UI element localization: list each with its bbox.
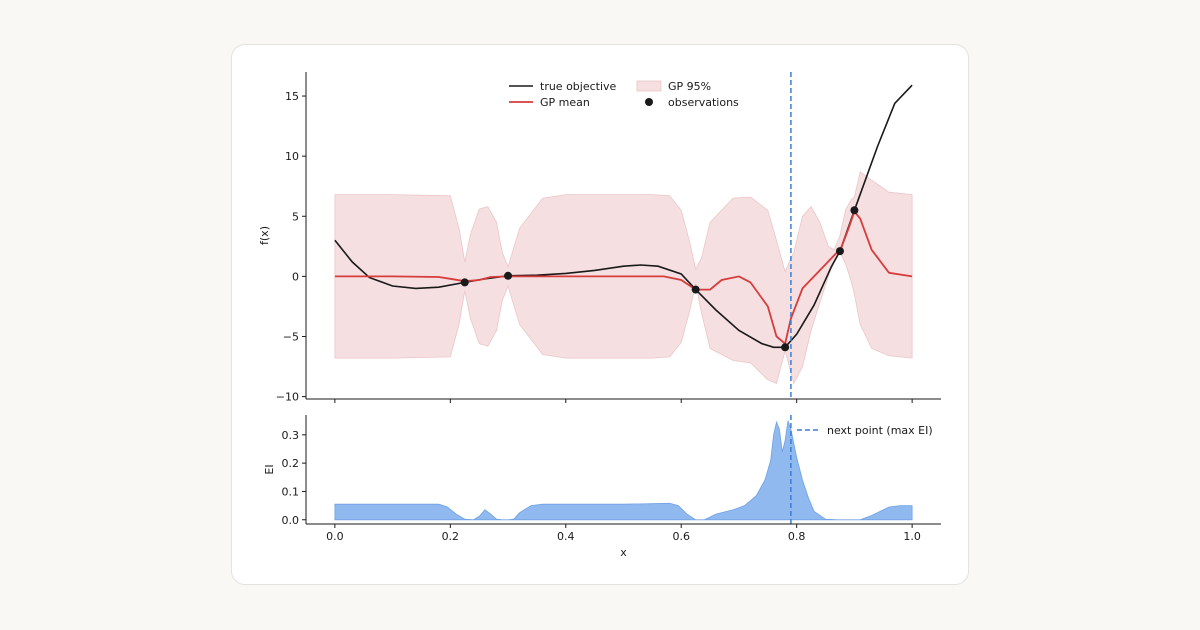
objective-y-ticks: −10 −5 0 5 10 15	[276, 90, 306, 404]
legend-gp-band: GP 95%	[668, 80, 711, 93]
x-tick-label: 0.0	[326, 530, 344, 543]
observations-markers	[460, 206, 859, 352]
ei-x-ticks: 0.0 0.2 0.4 0.6 0.8 1.0	[326, 524, 921, 543]
legend-true-objective: true objective	[540, 80, 617, 93]
observation-point	[460, 278, 469, 287]
x-tick-label: 0.2	[442, 530, 460, 543]
y-tick-label: 0.0	[282, 514, 300, 527]
x-tick-label: 0.4	[557, 530, 575, 543]
gp-95-band	[334, 171, 913, 385]
gp-mean-line	[334, 209, 913, 346]
y-tick-label: 0.2	[282, 457, 300, 470]
legend-observations-swatch	[645, 98, 653, 106]
ei-legend: next point (max EI)	[797, 424, 933, 437]
y-tick-label: 15	[285, 90, 299, 103]
y-tick-label: 0	[292, 270, 299, 283]
y-tick-label: 10	[285, 150, 299, 163]
observation-point	[835, 247, 844, 256]
objective-panel: −10 −5 0 5 10 15 f(x) true objective GP mean …	[258, 72, 941, 404]
observation-point	[691, 285, 700, 294]
y-tick-label: −5	[283, 330, 299, 343]
ei-area	[334, 420, 913, 521]
objective-legend: true objective GP mean GP 95% observatio…	[509, 80, 739, 109]
objective-y-label: f(x)	[258, 226, 271, 245]
observation-point	[850, 206, 859, 215]
y-tick-label: 5	[292, 210, 299, 223]
ei-x-label: x	[620, 546, 627, 559]
legend-gp-mean: GP mean	[540, 96, 590, 109]
y-tick-label: 0.3	[282, 429, 300, 442]
true-objective-line	[334, 84, 913, 349]
objective-x-ticks	[334, 399, 913, 403]
observation-point	[504, 271, 513, 280]
y-tick-label: 0.1	[282, 485, 300, 498]
ei-y-label: EI	[263, 464, 276, 474]
legend-gp-band-swatch	[636, 80, 662, 92]
legend-next-point: next point (max EI)	[827, 424, 933, 437]
legend-observations: observations	[668, 96, 739, 109]
ei-y-ticks: 0.0 0.1 0.2 0.3	[282, 429, 306, 527]
acquisition-panel: 0.0 0.1 0.2 0.3 0.0 0.2 0.4 0.6 0.8 1.0 EI x nex…	[263, 415, 941, 559]
x-tick-label: 0.6	[672, 530, 690, 543]
x-tick-label: 0.8	[788, 530, 806, 543]
x-tick-label: 1.0	[903, 530, 921, 543]
observation-point	[781, 343, 790, 352]
y-tick-label: −10	[276, 391, 299, 404]
